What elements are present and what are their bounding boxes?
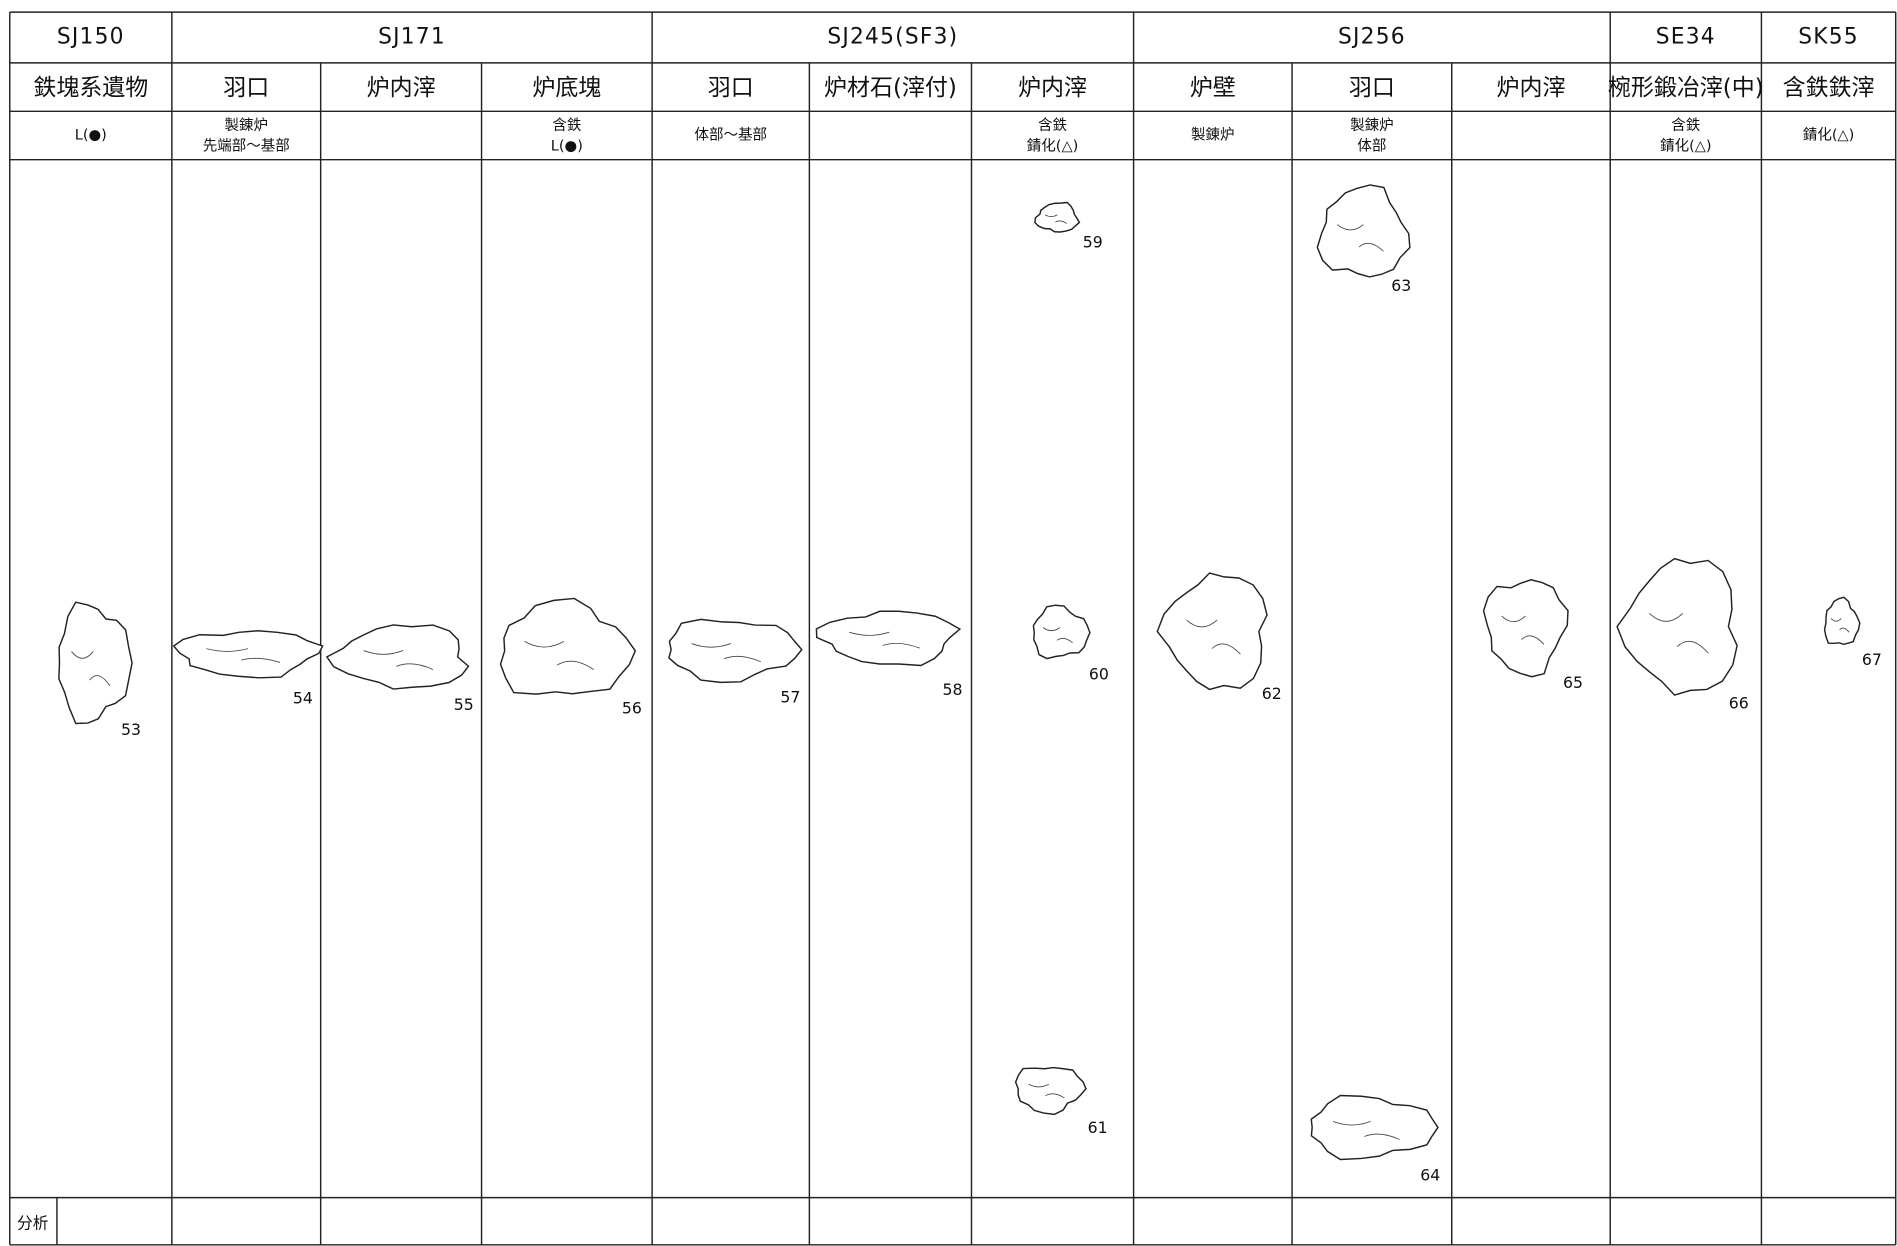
specimen-texture	[1649, 613, 1709, 654]
specimen-drawing	[1032, 604, 1091, 660]
column-label: 炉内滓	[1018, 75, 1087, 101]
specimen-number: 66	[1729, 694, 1749, 713]
specimen-texture	[1337, 224, 1384, 252]
specimen-texture	[71, 651, 111, 687]
specimen-drawing	[172, 630, 324, 679]
specimen-drawing	[1823, 596, 1861, 646]
specimen-number: 63	[1391, 276, 1411, 295]
column-note: 体部～基部	[695, 126, 768, 143]
column-note: 錆化(△)	[1027, 136, 1078, 154]
specimen-texture	[1042, 627, 1073, 644]
group-label: SJ256	[1338, 25, 1406, 50]
specimen-number: 55	[454, 695, 474, 714]
specimen-texture	[1186, 619, 1241, 655]
specimen-drawing	[1310, 1094, 1439, 1161]
column-label: 羽口	[708, 75, 754, 101]
column-note: 含鉄	[552, 117, 581, 134]
group-label: SJ245(SF3)	[827, 25, 958, 50]
column-note: L(●)	[75, 127, 107, 143]
column-label: 椀形鍛冶滓(中)	[1608, 75, 1764, 101]
specimen-texture	[363, 650, 434, 670]
specimen-number: 58	[942, 680, 962, 699]
column-label: 羽口	[1349, 75, 1395, 101]
specimen-texture	[524, 641, 595, 671]
specimen-number: 53	[121, 720, 141, 739]
column-label: 炉内滓	[367, 75, 436, 101]
specimen-texture	[1028, 1083, 1065, 1099]
column-label: 含鉄鉄滓	[1783, 75, 1875, 101]
specimen-texture	[691, 643, 761, 663]
specimen-texture	[849, 631, 920, 649]
specimen-drawing	[1034, 201, 1081, 233]
specimen-number: 67	[1862, 650, 1882, 669]
specimen-number: 56	[622, 698, 642, 717]
group-label: SJ171	[378, 25, 446, 50]
specimen-drawing	[499, 597, 637, 695]
column-label: 炉壁	[1190, 75, 1236, 101]
group-label: SK55	[1798, 25, 1859, 50]
specimen-number: 59	[1083, 233, 1103, 252]
column-label: 炉材石(滓付)	[824, 75, 957, 101]
column-label: 羽口	[223, 75, 269, 101]
specimen-drawing	[325, 624, 470, 690]
specimen-number: 62	[1262, 684, 1282, 703]
specimen-drawing	[1316, 184, 1411, 278]
column-label: 炉内滓	[1497, 75, 1566, 101]
specimen-number: 65	[1563, 673, 1583, 692]
column-note: 製錬炉	[1191, 126, 1235, 143]
specimen-texture	[1830, 618, 1850, 633]
column-label: 炉底塊	[532, 75, 601, 101]
specimen-drawing	[1482, 579, 1569, 678]
specimen-drawing	[1616, 557, 1738, 696]
group-label: SJ150	[57, 25, 125, 50]
specimen-texture	[1044, 214, 1068, 224]
specimen-texture	[1501, 615, 1545, 645]
specimen-drawing	[58, 601, 133, 725]
column-note: 体部	[1357, 137, 1386, 154]
column-note: 含鉄	[1038, 117, 1067, 134]
specimen-texture	[1332, 1121, 1400, 1140]
specimen-number: 61	[1088, 1118, 1108, 1137]
column-note: 錆化(△)	[1660, 136, 1711, 154]
specimen-drawing	[1014, 1066, 1087, 1116]
specimen-number: 64	[1420, 1165, 1440, 1184]
column-note: 製錬炉	[1350, 117, 1394, 134]
column-note: 錆化(△)	[1803, 125, 1854, 143]
specimen-number: 54	[293, 689, 313, 708]
column-note: 含鉄	[1671, 117, 1700, 134]
specimen-number: 57	[780, 688, 800, 707]
specimen-drawing	[668, 618, 803, 684]
specimen-number: 60	[1089, 665, 1109, 684]
footer-label: 分析	[17, 1214, 49, 1233]
column-note: L(●)	[551, 138, 583, 154]
specimen-drawing	[815, 610, 962, 667]
column-note: 製錬炉	[225, 117, 269, 134]
specimen-drawing	[1156, 572, 1268, 691]
group-label: SE34	[1656, 25, 1716, 50]
column-note: 先端部～基部	[203, 137, 290, 154]
column-label: 鉄塊系遺物	[33, 75, 148, 101]
specimen-texture	[206, 648, 281, 663]
